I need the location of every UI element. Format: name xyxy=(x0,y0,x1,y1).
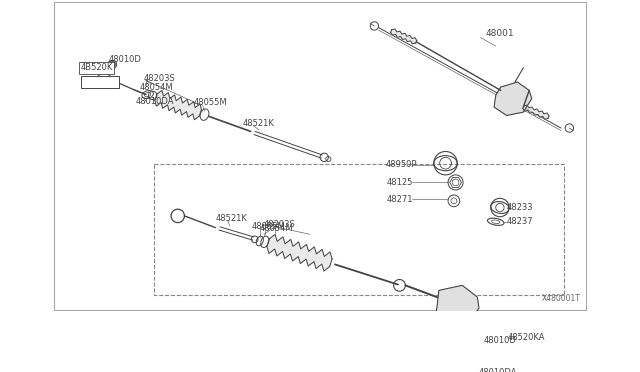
Text: 48125: 48125 xyxy=(387,178,413,187)
Text: 48203S: 48203S xyxy=(264,220,296,229)
Text: 48271: 48271 xyxy=(387,195,413,203)
Text: 48001: 48001 xyxy=(486,29,515,38)
FancyBboxPatch shape xyxy=(81,76,119,88)
Text: 4B520K: 4B520K xyxy=(81,63,113,72)
Polygon shape xyxy=(267,234,332,271)
Text: 48055M: 48055M xyxy=(252,222,285,231)
Text: 48233: 48233 xyxy=(507,203,533,212)
Text: 48520KA: 48520KA xyxy=(508,333,545,342)
Text: 48054M: 48054M xyxy=(140,83,173,92)
Polygon shape xyxy=(523,105,549,119)
Text: 48055M: 48055M xyxy=(194,99,227,108)
Polygon shape xyxy=(155,90,202,120)
Text: 48010DA: 48010DA xyxy=(136,97,175,106)
Text: 48237: 48237 xyxy=(507,217,533,226)
Text: 48010D: 48010D xyxy=(484,336,517,345)
Circle shape xyxy=(470,342,481,352)
Polygon shape xyxy=(435,285,479,327)
Text: 48010D: 48010D xyxy=(108,55,141,64)
Text: 48054M: 48054M xyxy=(260,224,293,233)
FancyBboxPatch shape xyxy=(483,344,522,355)
Polygon shape xyxy=(390,29,417,44)
Text: 48521K: 48521K xyxy=(216,214,247,223)
Text: 48010DA: 48010DA xyxy=(479,368,518,372)
Text: 48950P: 48950P xyxy=(385,160,417,169)
Polygon shape xyxy=(494,82,532,115)
Text: 48521K: 48521K xyxy=(242,119,274,128)
Text: X480001T: X480001T xyxy=(541,294,580,303)
Text: 48203S: 48203S xyxy=(143,74,175,83)
